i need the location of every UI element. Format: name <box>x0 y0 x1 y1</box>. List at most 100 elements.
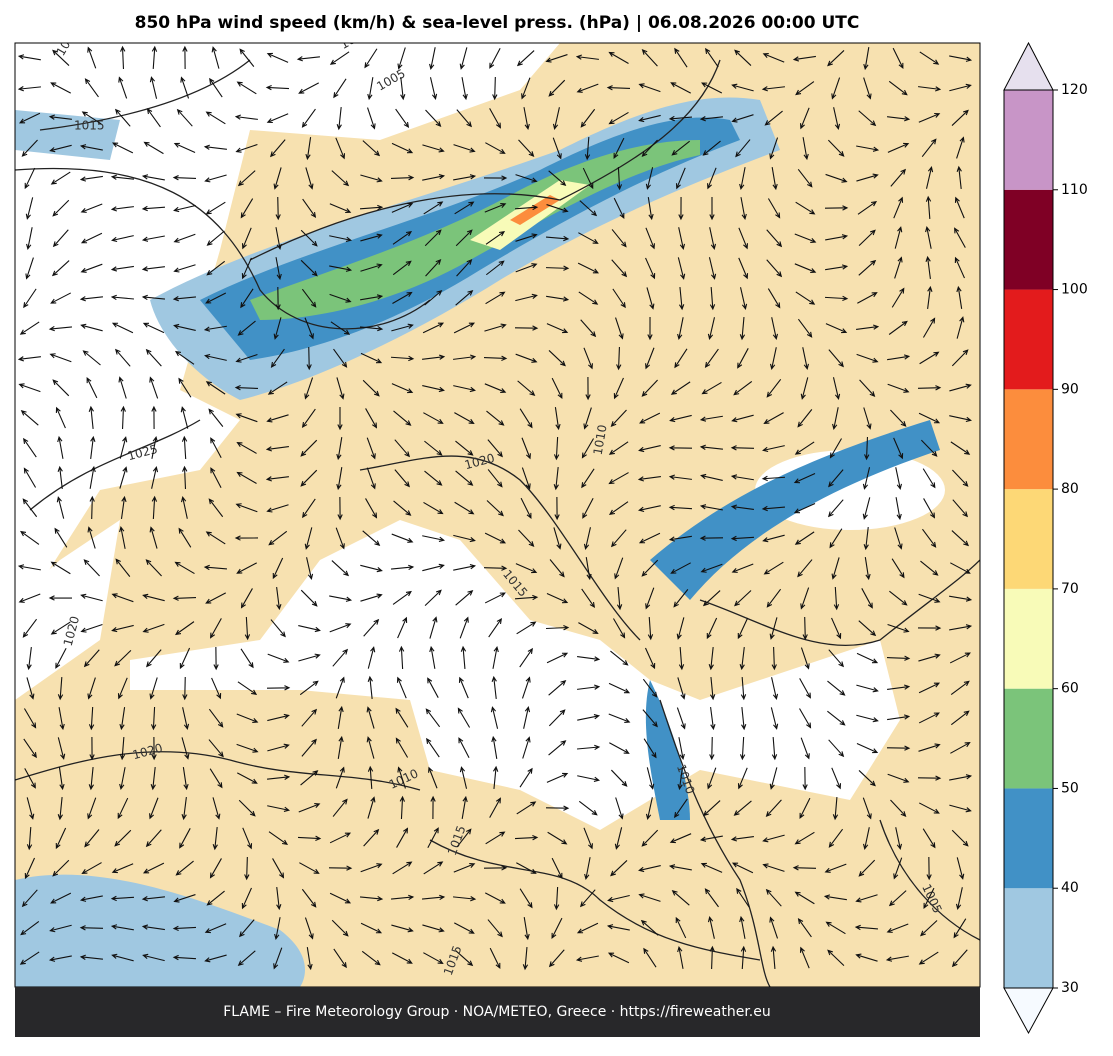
wind-arrow <box>863 407 872 430</box>
wind-arrow <box>889 590 908 606</box>
wind-arrow <box>515 353 538 363</box>
wind-arrow <box>890 409 907 427</box>
wind-arrow <box>670 381 691 395</box>
wind-arrow <box>553 467 559 491</box>
wind-arrow <box>336 437 343 461</box>
wind-arrow <box>206 260 226 276</box>
wind-arrow <box>79 895 103 902</box>
wind-arrow <box>887 773 910 783</box>
wind-arrow <box>765 888 782 907</box>
wind-arrow <box>332 648 349 667</box>
wind-arrow <box>83 559 100 577</box>
wind-arrow <box>87 46 97 69</box>
wind-arrow <box>421 894 446 901</box>
wind-arrow <box>769 137 779 160</box>
wind-arrow <box>234 385 259 391</box>
wind-arrow <box>26 826 33 851</box>
wind-arrow <box>422 174 446 181</box>
wind-arrow <box>488 617 503 638</box>
wind-arrow <box>577 684 601 690</box>
wind-arrow <box>273 317 282 340</box>
wind-arrow <box>578 622 599 634</box>
wind-arrow <box>18 383 41 393</box>
wind-arrow <box>576 922 599 934</box>
wind-arrow <box>514 834 539 841</box>
wind-arrow <box>740 197 747 221</box>
wind-arrow <box>454 501 475 515</box>
wind-arrow <box>236 441 257 454</box>
wind-arrow <box>641 48 658 67</box>
wind-arrow <box>117 797 129 820</box>
wind-arrow <box>23 288 37 309</box>
wind-arrow <box>360 564 383 573</box>
footer: FLAME – Fire Meteorology Group · NOA/MET… <box>223 1004 771 1020</box>
wind-arrow <box>110 265 134 272</box>
wind-arrow <box>80 263 103 273</box>
wind-arrow <box>608 682 631 694</box>
wind-arrow <box>392 291 413 304</box>
wind-arrow <box>548 949 565 968</box>
wind-arrow <box>151 466 159 489</box>
wind-arrow <box>707 916 715 939</box>
wind-arrow <box>301 708 318 727</box>
wind-arrow <box>424 470 443 486</box>
wind-arrow <box>111 863 134 874</box>
wind-arrow <box>676 617 685 640</box>
wind-arrow <box>767 198 781 219</box>
wind-arrow <box>699 504 723 511</box>
wind-arrow <box>175 860 194 876</box>
wind-arrow <box>638 532 661 544</box>
wind-arrow <box>335 766 345 789</box>
wind-arrow <box>579 889 596 908</box>
wind-arrow <box>887 116 911 122</box>
wind-arrow <box>762 534 785 543</box>
wind-arrow <box>391 383 414 394</box>
wind-arrow <box>645 257 656 280</box>
wind-arrow <box>678 286 685 311</box>
wind-arrow <box>771 736 778 761</box>
wind-arrow <box>576 83 599 93</box>
wind-arrow <box>492 645 499 669</box>
wind-arrow <box>551 857 563 879</box>
wind-arrow <box>762 53 785 63</box>
wind-arrow <box>925 195 932 220</box>
wind-arrow <box>298 624 321 633</box>
wind-arrow <box>921 138 937 157</box>
wind-arrow <box>392 260 412 276</box>
wind-arrow <box>337 496 343 521</box>
wind-arrow <box>24 167 36 190</box>
wind-arrow <box>799 797 811 819</box>
wind-arrow <box>425 708 441 728</box>
wind-arrow <box>150 767 156 791</box>
wind-arrow <box>300 229 318 247</box>
wind-arrow <box>145 348 162 367</box>
wind-arrow <box>114 108 131 127</box>
wind-arrow <box>141 235 165 242</box>
wind-arrow <box>459 47 468 70</box>
wind-arrow <box>699 535 724 541</box>
wind-arrow <box>864 557 871 581</box>
wind-arrow <box>920 920 938 937</box>
wind-arrow <box>608 501 629 516</box>
wind-arrow <box>461 795 468 819</box>
wind-arrow <box>581 588 596 609</box>
colorbar-tick-label: 40 <box>1061 880 1079 896</box>
wind-arrow <box>858 859 876 877</box>
wind-arrow <box>179 647 191 670</box>
wind-arrow <box>671 140 690 156</box>
wind-arrow <box>81 111 102 125</box>
wind-arrow <box>266 52 289 63</box>
wind-arrow <box>212 827 218 851</box>
wind-arrow <box>485 230 506 245</box>
wind-arrow <box>244 856 250 881</box>
wind-arrow <box>858 229 876 247</box>
wind-arrow <box>333 948 347 969</box>
wind-arrow <box>515 174 538 183</box>
wind-arrow <box>397 766 406 789</box>
wind-arrow <box>423 501 444 515</box>
colorbar-tick-label: 110 <box>1061 182 1088 198</box>
wind-arrow <box>367 107 376 130</box>
wind-arrow <box>949 804 972 813</box>
wind-arrow <box>585 557 592 581</box>
wind-arrow <box>272 557 284 580</box>
